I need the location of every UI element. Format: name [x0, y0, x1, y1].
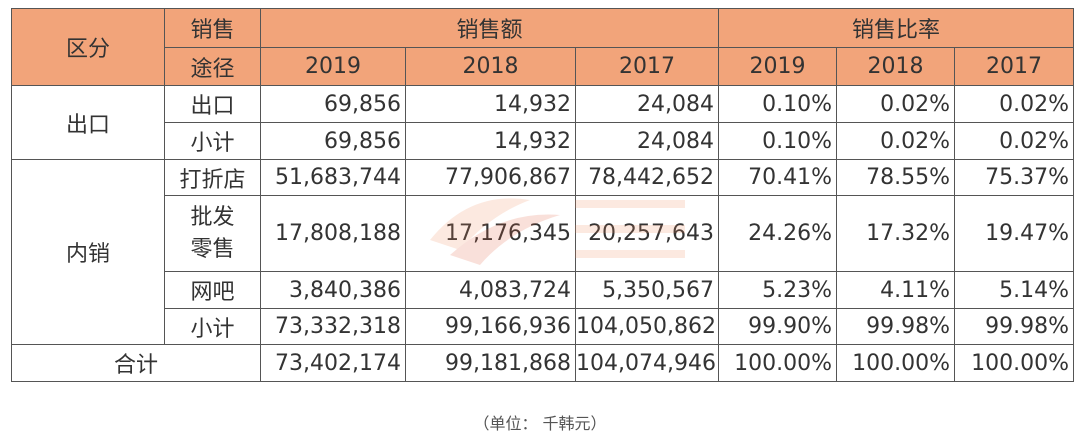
value-cell: 17,808,188 — [260, 195, 406, 272]
header-ratio-year: 2017 — [954, 47, 1075, 86]
header-sales-ratio: 销售比率 — [718, 8, 1075, 48]
value-cell: 4,083,724 — [405, 271, 576, 309]
group-label-domestic: 内销 — [11, 159, 165, 345]
value-cell: 24,084 — [574, 122, 720, 160]
table-row: 小计 69,856 14,932 24,084 0.10% 0.02% 0.02… — [12, 122, 1075, 160]
total-value-cell: 73,402,174 — [260, 344, 406, 382]
table-row: 出口 出口 69,856 14,932 24,084 0.10% 0.02% 0… — [11, 85, 1075, 160]
table-row: 内销 打折店 51,683,744 77,906,867 78,442,652 … — [11, 159, 1075, 345]
header-amount-year: 2018 — [405, 47, 576, 86]
header-channel-line1: 销售 — [164, 8, 261, 48]
channel-cell: 出口 — [164, 85, 261, 123]
value-cell: 3,840,386 — [260, 271, 406, 309]
value-cell: 0.02% — [954, 122, 1075, 160]
value-cell: 78.55% — [836, 159, 956, 196]
channel-line: 批发 — [190, 204, 235, 230]
value-cell: 24,084 — [574, 85, 720, 123]
value-cell: 0.10% — [718, 85, 838, 123]
header-ratio-year: 2019 — [718, 47, 838, 86]
value-cell: 19.47% — [954, 195, 1075, 272]
value-cell: 17,176,345 — [405, 195, 576, 272]
channel-cell: 网吧 — [164, 271, 261, 309]
total-value-cell: 104,074,946 — [574, 344, 720, 382]
value-cell: 0.02% — [836, 122, 956, 160]
value-cell: 51,683,744 — [260, 159, 406, 196]
value-cell: 0.10% — [718, 122, 838, 160]
value-cell: 69,856 — [260, 85, 406, 123]
channel-line: 零售 — [190, 236, 235, 262]
value-cell: 14,932 — [405, 122, 576, 160]
header-row-1: 区分 销售 销售额 销售比率 — [11, 8, 1075, 86]
value-cell: 77,906,867 — [405, 159, 576, 196]
value-cell: 0.02% — [836, 85, 956, 123]
table-row: 网吧 3,840,386 4,083,724 5,350,567 5.23% 4… — [12, 271, 1075, 309]
header-amount-year: 2017 — [574, 47, 720, 86]
header-row-2: 途径 2019 2018 2017 2019 2018 2017 — [12, 47, 1075, 86]
channel-cell: 小计 — [164, 122, 261, 160]
value-cell: 78,442,652 — [574, 159, 720, 196]
header-channel-line2: 途径 — [164, 47, 261, 86]
value-cell: 70.41% — [718, 159, 838, 196]
value-cell: 5.14% — [954, 271, 1075, 309]
total-value-cell: 100.00% — [954, 344, 1075, 382]
value-cell: 0.02% — [954, 85, 1075, 123]
total-row: 合计 73,402,174 99,181,868 104,074,946 100… — [11, 344, 1075, 382]
value-cell: 99.98% — [954, 308, 1075, 345]
header-amount-year: 2019 — [260, 47, 406, 86]
value-cell: 75.37% — [954, 159, 1075, 196]
value-cell: 20,257,643 — [574, 195, 720, 272]
value-cell: 5,350,567 — [574, 271, 720, 309]
value-cell: 99.90% — [718, 308, 838, 345]
value-cell: 5.23% — [718, 271, 838, 309]
unit-footnote: （单位： 千韩元） — [473, 414, 607, 433]
total-value-cell: 99,181,868 — [405, 344, 576, 382]
value-cell: 24.26% — [718, 195, 838, 272]
value-cell: 17.32% — [836, 195, 956, 272]
sales-table: 区分 销售 销售额 销售比率 途径 2019 2018 2017 2019 20… — [11, 8, 1075, 382]
channel-cell: 小计 — [164, 308, 261, 345]
total-value-cell: 100.00% — [718, 344, 838, 382]
value-cell: 99.98% — [836, 308, 956, 345]
channel-cell: 打折店 — [164, 159, 261, 196]
group-label-export: 出口 — [11, 85, 165, 160]
sales-table-container: 区分 销售 销售额 销售比率 途径 2019 2018 2017 2019 20… — [11, 8, 1075, 382]
total-label: 合计 — [11, 344, 261, 382]
total-value-cell: 100.00% — [836, 344, 956, 382]
table-row: 小计 73,332,318 99,166,936 104,050,862 99.… — [12, 308, 1075, 345]
value-cell: 14,932 — [405, 85, 576, 123]
table-row: 批发零售 17,808,188 17,176,345 20,257,643 24… — [12, 195, 1075, 272]
value-cell: 99,166,936 — [405, 308, 576, 345]
header-ratio-year: 2018 — [836, 47, 956, 86]
value-cell: 69,856 — [260, 122, 406, 160]
header-category: 区分 — [11, 8, 165, 86]
header-sales-amount: 销售额 — [259, 8, 720, 48]
channel-cell: 批发 零售 — [164, 195, 261, 272]
value-cell: 104,050,862 — [574, 308, 720, 345]
value-cell: 73,332,318 — [260, 308, 406, 345]
value-cell: 4.11% — [836, 271, 956, 309]
